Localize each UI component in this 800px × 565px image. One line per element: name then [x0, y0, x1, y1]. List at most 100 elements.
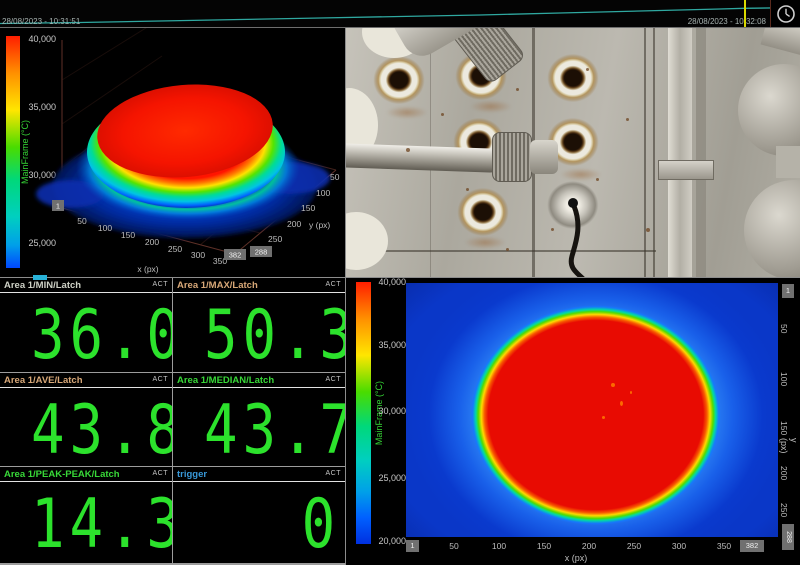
timeline-end-timestamp: 28/08/2023 - 10:32:08	[687, 17, 766, 26]
heatmap-x-axis-label: x (px)	[564, 553, 588, 563]
readout-cell-min: Area 1/MIN/Latch ACT 36.0	[0, 278, 172, 372]
hotspot-artifact	[602, 416, 605, 419]
axis-tick: 200	[145, 237, 159, 247]
y-end-badge: 288	[782, 524, 794, 550]
axis-tick: 50	[330, 172, 340, 182]
x-end-badge-text: 382	[229, 251, 242, 260]
axis-tick: 150	[536, 541, 552, 551]
surface-3d-plot	[36, 84, 330, 238]
readout-cell-ave: Area 1/AVE/Latch ACT 43.8	[0, 373, 172, 466]
readout-value: 14.3	[30, 485, 172, 563]
status-badge: ACT	[152, 376, 168, 383]
timeline-bar[interactable]: 28/08/2023 - 10:31:51 28/08/2023 - 10:32…	[0, 0, 800, 28]
axis-tick: 40,000	[378, 277, 406, 287]
hotspot-artifact	[620, 401, 623, 406]
port-opening	[450, 181, 516, 243]
y-end-badge-text: 288	[255, 248, 268, 257]
sensor-cable	[568, 198, 585, 277]
readout-value: 50.3	[203, 296, 345, 372]
axis-tick: 30,000	[378, 406, 406, 416]
axis-tick: 150	[121, 230, 135, 240]
axis-tick: 25,000	[378, 473, 406, 483]
surface-y-axis-label: y (px)	[309, 220, 330, 230]
status-badge: ACT	[325, 470, 341, 477]
readout-label: Area 1/AVE/Latch	[4, 375, 83, 386]
support-rail	[696, 28, 706, 277]
surface-colorbar-label: MainFrame (°C)	[20, 120, 30, 184]
axis-tick: 40,000	[28, 34, 56, 44]
readout-cell-peakpeak: Area 1/PEAK-PEAK/Latch ACT 14.3	[0, 467, 172, 563]
surface-colorbar-ticks: 40,000 35,000 30,000 25,000	[28, 34, 56, 248]
readout-grid: Area 1/MIN/Latch ACT 36.0 Area 1/MAX/Latc…	[0, 278, 345, 565]
surface-y-axis: 50 100 150 200 250 288 y (px)	[250, 172, 340, 257]
timeline-cursor[interactable]	[744, 0, 746, 27]
axis-tick: 250	[168, 244, 182, 254]
clock-icon	[776, 4, 795, 23]
probe-tip	[530, 140, 558, 174]
x-start-badge-text: 1	[56, 202, 60, 211]
timeline-start-timestamp: 28/08/2023 - 10:31:51	[2, 17, 81, 26]
axis-tick: 200	[581, 541, 597, 551]
readout-cell-trigger: trigger ACT 0	[173, 467, 345, 563]
readout-value: 43.7	[203, 391, 345, 466]
axis-tick: 350	[213, 256, 227, 266]
axis-tick: 100	[316, 188, 330, 198]
panel-divider	[345, 28, 346, 565]
heatmap-y-axis-label: y (px)	[779, 438, 799, 454]
axis-tick: 35,000	[28, 102, 56, 112]
fitting-block	[776, 146, 800, 178]
readout-value: 36.0	[30, 296, 172, 372]
axis-tick: 30,000	[28, 170, 56, 180]
status-badge: ACT	[152, 470, 168, 477]
hotspot-artifact	[630, 391, 632, 394]
axis-tick: 250	[268, 234, 282, 244]
readout-label: Area 1/MIN/Latch	[4, 280, 82, 291]
rail-clamp	[658, 160, 714, 180]
axis-tick: 350	[716, 541, 732, 551]
axis-tick: 150	[301, 203, 315, 213]
axis-tick: 50	[779, 324, 789, 334]
x-end-badge	[224, 249, 246, 260]
hotspot-artifact	[611, 383, 615, 387]
surface-x-axis: 50 100 150 200 250 300 350 1 382 x (px)	[52, 200, 246, 274]
panel-seam	[653, 28, 655, 277]
port-opening	[366, 49, 432, 111]
x-start-badge	[52, 200, 64, 211]
readout-cell-median: Area 1/MEDIAN/Latch ACT 43.7	[173, 373, 345, 466]
clock-button[interactable]	[770, 0, 800, 27]
axis-tick: 35,000	[378, 340, 406, 350]
axis-tick: 150	[779, 421, 789, 436]
heatmap-panel[interactable]: MainFrame (°C) 40,000 35,000 30,000 25,0…	[346, 277, 800, 565]
axis-tick: 100	[779, 372, 789, 387]
status-badge: ACT	[325, 281, 341, 288]
heatmap-plot[interactable]	[406, 283, 778, 537]
x-start-badge: 1	[406, 540, 419, 552]
knurled-collar	[492, 132, 532, 182]
axis-tick: 200	[287, 219, 301, 229]
camera-view-panel[interactable]	[346, 28, 800, 277]
splitter-marker[interactable]	[33, 275, 47, 280]
surface-x-axis-label: x (px)	[137, 264, 158, 274]
panel-divider	[0, 277, 800, 278]
axis-tick: 100	[491, 541, 507, 551]
axis-tick: 300	[191, 250, 205, 260]
axis-tick: 50	[449, 541, 459, 551]
timeline-trend-line	[0, 6, 799, 25]
y-end-badge	[250, 246, 272, 257]
axis-tick: 25,000	[28, 238, 56, 248]
readout-label: Area 1/MEDIAN/Latch	[177, 375, 275, 386]
readout-value: 43.8	[30, 391, 172, 466]
readout-label: trigger	[177, 469, 208, 480]
axis-tick: 300	[671, 541, 687, 551]
axis-tick: 100	[98, 223, 112, 233]
timeline-trend-chart[interactable]	[0, 0, 800, 27]
support-rail	[668, 28, 692, 277]
axis-tick: 250	[779, 503, 789, 518]
axis-tick: 250	[626, 541, 642, 551]
surface-3d-panel[interactable]: MainFrame (°C) 40,000 35,000 30,000 25,0…	[0, 17, 345, 277]
status-badge: ACT	[325, 376, 341, 383]
panel-seam	[346, 250, 656, 252]
port-opening	[540, 47, 606, 109]
heatmap-colorbar	[356, 282, 371, 544]
x-end-badge: 382	[740, 540, 764, 552]
